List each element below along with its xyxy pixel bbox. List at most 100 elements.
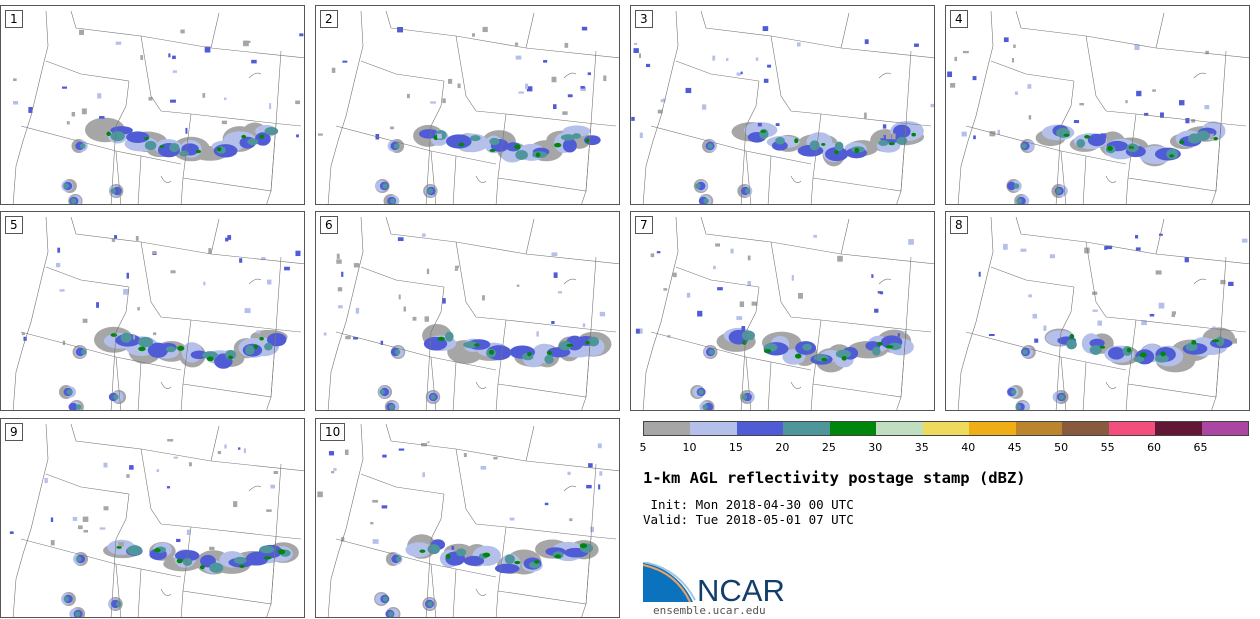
reflectivity-cell [585,138,591,143]
reflectivity-speck [518,91,524,94]
reflectivity-cell [1160,351,1166,357]
reflectivity-speck [185,127,188,134]
colorbar-tick: 55 [1100,441,1115,454]
reflectivity-speck [353,263,360,268]
reflectivity-cell [153,548,161,553]
reflectivity-cell [259,134,265,139]
reflectivity-cell [1069,334,1075,339]
reflectivity-speck [176,538,181,543]
reflectivity-speck [137,306,140,311]
reflectivity-cell [794,353,802,359]
member-number: 6 [320,216,338,234]
reflectivity-cell [419,549,426,553]
colorbar-tick: 60 [1147,441,1162,454]
reflectivity-speck [59,289,65,292]
reflectivity-speck [126,474,130,478]
reflectivity-speck [13,101,19,105]
reflectivity-speck [406,93,410,99]
reflectivity-cell [695,183,701,189]
colorbar-tick: 5 [639,441,647,454]
ensemble-member-panel: 9 [0,418,305,618]
reflectivity-speck [730,248,734,254]
reflectivity-cell [742,340,747,345]
reflectivity-speck [267,279,272,285]
colorbar-bin [922,422,970,435]
member-number: 8 [950,216,968,234]
reflectivity-cell [698,389,704,395]
reflectivity-speck [762,26,769,32]
reflectivity-cell [888,142,895,146]
reflectivity-cell [527,352,532,357]
reflectivity-speck [111,238,116,242]
reflectivity-speck [930,103,934,108]
reflectivity-cell [872,346,881,356]
reflectivity-speck [397,27,403,33]
reflectivity-speck [1158,302,1165,309]
colorbar-bin [829,422,877,435]
reflectivity-speck [382,454,387,458]
reflectivity-speck [83,529,89,533]
reflectivity-cell [560,134,576,141]
colorbar-bin [1062,422,1109,435]
reflectivity-speck [763,78,769,83]
reflectivity-speck [1228,281,1234,287]
reflectivity-cell [544,354,554,364]
reflectivity-speck [451,545,455,550]
reflectivity-speck [317,491,323,498]
reflectivity-cell [463,555,485,566]
reflectivity-speck [553,104,557,110]
reflectivity-speck [397,237,404,242]
reflectivity-speck [562,111,568,115]
reflectivity-speck [170,270,176,274]
reflectivity-speck [380,340,384,345]
reflectivity-speck [877,291,882,294]
reflectivity-cell [588,336,600,347]
reflectivity-speck [515,55,522,60]
reflectivity-speck [1104,246,1108,250]
reflectivity-speck [225,237,229,242]
reflectivity-speck [767,64,772,68]
ensemble-member-panel: 8 [945,211,1250,411]
reflectivity-speck [103,462,108,468]
colorbar-bin [1015,422,1063,435]
reflectivity-speck [227,235,232,240]
reflectivity-speck [115,41,122,45]
reflectivity-cell [504,554,515,565]
reflectivity-speck [701,104,707,110]
reflectivity-cell [81,349,87,355]
reflectivity-speck [526,86,533,92]
valid-time: Valid: Tue 2018-05-01 07 UTC [643,512,854,527]
reflectivity-cell [405,542,433,558]
reflectivity-speck [331,67,336,73]
reflectivity-speck [341,271,344,277]
reflectivity-speck [864,39,869,45]
reflectivity-speck [580,87,586,92]
reflectivity-cell [585,341,590,345]
reflectivity-speck [633,48,639,54]
reflectivity-speck [1152,89,1156,92]
reflectivity-speck [114,235,118,239]
reflectivity-cell [1133,356,1145,363]
reflectivity-cell [1021,143,1027,149]
reflectivity-speck [118,541,124,547]
reflectivity-speck [412,316,417,321]
reflectivity-cell [834,141,844,152]
reflectivity-speck [372,539,379,544]
reflectivity-speck [882,124,887,129]
reflectivity-speck [1125,100,1128,104]
reflectivity-cell [120,332,132,343]
reflectivity-cell [394,349,401,355]
reflectivity-cell [579,543,588,549]
reflectivity-cell [494,563,520,574]
reflectivity-cell [562,125,591,137]
reflectivity-cell [116,545,122,549]
reflectivity-cell [138,346,146,352]
reflectivity-speck [1209,133,1214,140]
reflectivity-cell [566,343,574,347]
reflectivity-cell [379,389,385,395]
reflectivity-cell [245,345,255,356]
reflectivity-cell [470,135,481,142]
reflectivity-cell [76,556,82,562]
reflectivity-cell [456,548,467,557]
reflectivity-speck [1185,118,1190,124]
